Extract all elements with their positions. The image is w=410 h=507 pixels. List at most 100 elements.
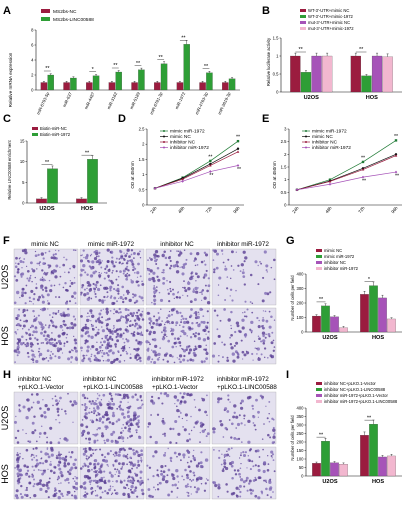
stained-cell-h-1-0-13 [50, 453, 54, 457]
stained-cell-f-1-0-131 [41, 327, 44, 330]
stained-cell-f-1-1-220 [113, 325, 115, 327]
legend-swatch-a-0 [41, 9, 50, 13]
stained-cell-h-1-0-157 [63, 462, 67, 465]
panel-letter-b: B [262, 5, 270, 17]
stained-cell-f-1-1-154 [137, 358, 140, 361]
legend-swatch-c-1 [32, 133, 38, 136]
stained-cell-f-0-0-86 [14, 265, 18, 268]
stained-cell-h-0-2-62 [199, 431, 201, 434]
stained-cell-f-1-1-84 [125, 318, 130, 322]
stained-cell-f-1-0-13 [51, 341, 54, 344]
stained-cell-h-1-0-175 [72, 462, 76, 467]
stained-cell-f-0-3-35 [249, 301, 252, 303]
stained-cell-h-0-3-10 [240, 422, 243, 425]
stained-cell-h-0-3-44 [257, 416, 260, 418]
stained-cell-h-1-0-62 [64, 455, 67, 459]
stained-cell-h-1-2-92 [162, 475, 165, 478]
point-d-0-3 [236, 139, 240, 143]
stained-cell-h-1-1-158 [130, 476, 133, 479]
stained-cell-f-0-1-189 [124, 254, 128, 258]
stained-cell-f-0-0-27 [55, 296, 57, 298]
stained-cell-h-1-0-71 [25, 448, 29, 452]
stained-cell-h-1-2-86 [193, 486, 196, 489]
stained-cell-h-1-1-214 [102, 480, 104, 483]
stained-cell-f-1-2-73 [194, 331, 198, 335]
stained-cell-f-1-3-67 [234, 330, 237, 334]
stained-cell-f-0-2-48 [179, 250, 182, 253]
stained-cell-f-1-1-236 [86, 349, 90, 353]
stained-cell-h-1-2-34 [176, 496, 178, 498]
stained-cell-f-1-0-56 [47, 360, 50, 362]
stained-cell-f-0-1-208 [115, 278, 118, 281]
stained-cell-f-0-1-163 [139, 275, 142, 278]
stained-cell-f-0-1-154 [132, 296, 135, 299]
stained-cell-f-0-2-91 [195, 280, 197, 282]
stained-cell-h-1-1-9 [96, 481, 99, 484]
stained-cell-f-0-1-180 [80, 291, 83, 295]
stained-cell-f-0-1-159 [103, 295, 106, 299]
stained-cell-h-1-0-156 [26, 493, 29, 496]
point-d-3-1 [181, 179, 184, 183]
stained-cell-f-1-2-108 [196, 315, 200, 319]
stained-cell-f-0-1-54 [80, 268, 83, 272]
stained-cell-f-1-1-31 [101, 316, 104, 319]
legend-label-e-3: inhibitor miR-1972 [312, 145, 351, 151]
stained-cell-f-1-3-104 [243, 333, 248, 337]
stained-cell-f-0-2-96 [150, 258, 153, 261]
stained-cell-f-0-2-64 [195, 272, 197, 274]
stained-cell-h-0-1-82 [111, 413, 116, 418]
stained-cell-h-1-1-176 [140, 488, 144, 492]
stained-cell-h-1-1-140 [99, 496, 102, 499]
bar-g-0-0 [312, 315, 321, 333]
stained-cell-h-1-2-90 [186, 450, 190, 454]
stained-cell-f-1-2-7 [182, 358, 186, 362]
stained-cell-f-1-0-112 [48, 324, 51, 327]
stained-cell-h-1-0-5 [44, 489, 48, 493]
stained-cell-h-0-1-9 [95, 414, 98, 417]
y-tick-label-e-1: 0.5 [281, 190, 287, 195]
stained-cell-f-0-2-83 [149, 269, 153, 273]
stained-cell-h-1-0-88 [50, 448, 54, 452]
stained-cell-f-1-2-13 [156, 358, 160, 361]
stained-cell-f-0-2-38 [195, 290, 199, 294]
stained-cell-f-1-2-162 [145, 340, 149, 344]
stained-cell-f-0-1-97 [107, 274, 110, 278]
stained-cell-f-1-1-221 [101, 326, 103, 328]
stained-cell-f-0-2-84 [182, 286, 184, 289]
stained-cell-h-0-1-182 [110, 394, 113, 397]
stained-cell-f-1-0-125 [52, 353, 54, 355]
stained-cell-h-0-2-34 [181, 417, 184, 420]
stained-cell-h-0-2-65 [179, 400, 183, 403]
stained-cell-h-0-3-58 [252, 422, 255, 424]
stained-cell-h-0-3-51 [259, 394, 263, 398]
stained-cell-h-0-0-29 [56, 410, 60, 413]
stained-cell-h-1-1-174 [96, 494, 99, 497]
stained-cell-f-0-1-131 [132, 265, 135, 269]
stained-cell-f-1-3-3 [241, 350, 245, 354]
stained-cell-f-0-1-171 [139, 256, 142, 259]
stained-cell-f-1-1-173 [98, 312, 102, 316]
stained-cell-h-1-0-24 [32, 447, 35, 450]
stained-cell-h-1-1-3 [132, 452, 137, 456]
stained-cell-f-1-2-185 [152, 330, 156, 335]
stained-cell-f-1-1-163 [86, 316, 88, 318]
stained-cell-h-1-0-124 [41, 462, 45, 465]
stained-cell-f-1-3-27 [229, 336, 232, 339]
stained-cell-h-0-0-22 [43, 415, 47, 419]
stained-cell-f-1-1-78 [131, 323, 134, 327]
legend-swatch-b-1 [300, 15, 306, 18]
stained-cell-f-1-3-33 [273, 319, 276, 321]
stained-cell-h-1-0-94 [31, 458, 34, 461]
panel-letter-h: H [3, 369, 11, 381]
stained-cell-f-1-3-17 [261, 318, 265, 322]
stained-cell-f-0-0-114 [21, 249, 25, 253]
ylabel-e: OD at 450nm [272, 161, 277, 188]
stained-cell-f-0-0-135 [34, 254, 38, 258]
stained-cell-f-0-2-125 [178, 296, 181, 299]
stained-cell-f-1-0-190 [63, 345, 66, 347]
point-d-2-1 [181, 177, 184, 181]
stained-cell-h-0-2-28 [169, 441, 172, 444]
stained-cell-f-0-1-22 [86, 287, 88, 290]
stained-cell-f-1-3-24 [213, 342, 217, 345]
